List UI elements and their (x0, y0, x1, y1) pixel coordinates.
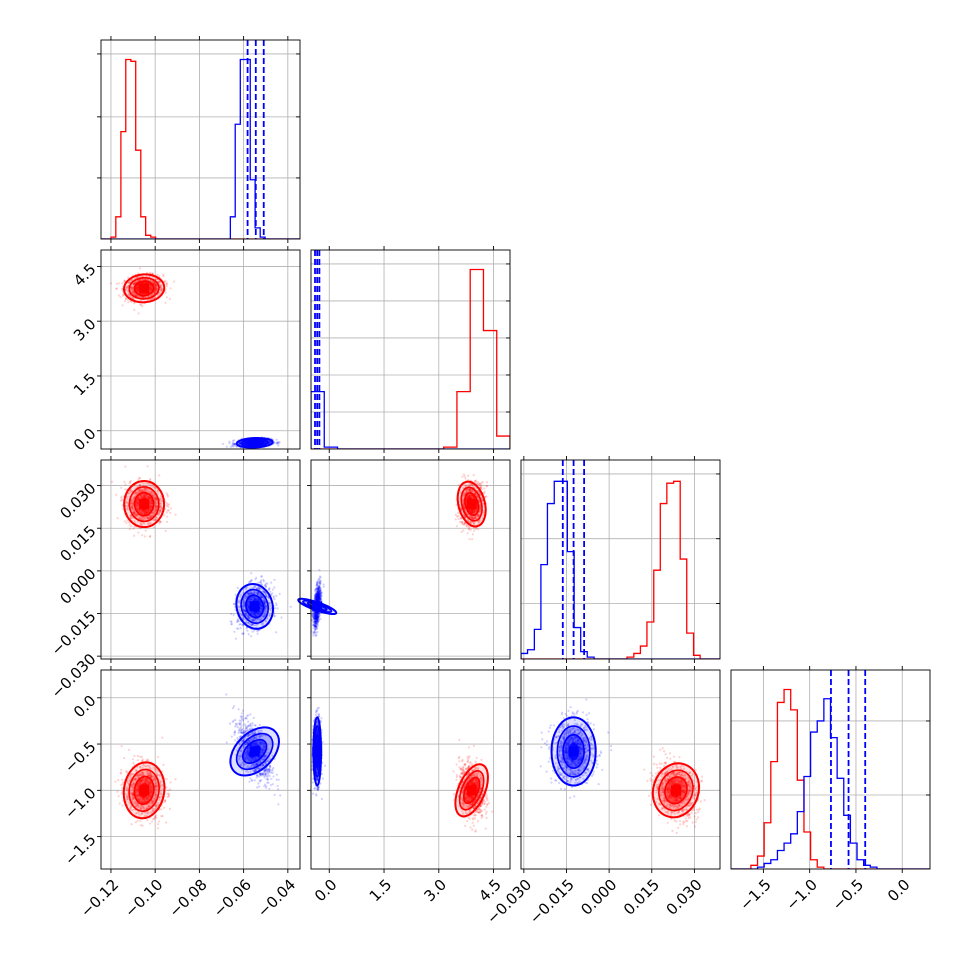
x-tick-label: 1.5 (366, 876, 396, 906)
panel-frame (310, 669, 511, 870)
density-peak (249, 601, 260, 612)
hist-red-p0 (101, 58, 300, 239)
y-tick-label: 0.000 (56, 565, 99, 608)
density-peak (466, 785, 477, 796)
x-tick-label: −0.015 (526, 876, 578, 928)
x-tick-label: −1.0 (782, 876, 820, 914)
density-peak (139, 499, 150, 510)
panel-frame (730, 669, 931, 870)
x-tick-label: −0.08 (165, 876, 210, 921)
hist-red-p1 (311, 268, 510, 449)
y-tick-label: −1.5 (61, 830, 99, 868)
density-peak (249, 746, 260, 757)
tick-layer (97, 36, 930, 873)
x-tick-label: −0.06 (210, 876, 255, 921)
x-tick-label: 0.0 (884, 876, 914, 906)
x-tick-label: −0.10 (121, 876, 166, 921)
histogram-layer (101, 40, 930, 869)
x-tick-label: 0.0 (311, 876, 341, 906)
density-peak (568, 746, 579, 757)
y-tick-label: −0.030 (48, 650, 100, 702)
x-tick-label: 0.015 (620, 876, 663, 919)
hist-blue-p0 (101, 58, 300, 239)
hist-blue-p1 (311, 390, 510, 449)
tick-label-layer: −0.12−0.10−0.08−0.06−0.04 0.0 1.5 3.0 4.5 −0.… (48, 260, 914, 927)
panel-frame (100, 249, 301, 450)
y-tick-label: 1.5 (70, 370, 100, 400)
panel-frame (310, 249, 511, 450)
y-tick-label: 0.015 (56, 522, 99, 565)
density-peak (312, 601, 323, 612)
x-tick-label: 0.000 (577, 876, 620, 919)
density-peak (139, 785, 150, 796)
panel-frame (100, 669, 301, 870)
x-tick-label: −0.12 (77, 876, 122, 921)
y-tick-label: −0.5 (61, 738, 99, 776)
frame-layer (100, 39, 931, 870)
density-peak (670, 785, 681, 796)
x-tick-label: −0.5 (829, 876, 867, 914)
density-peak (139, 283, 150, 294)
panel-frame (520, 669, 721, 870)
panel-frame (100, 459, 301, 660)
y-tick-label: 0.0 (70, 425, 100, 455)
y-tick-label: 3.0 (70, 315, 100, 345)
y-tick-label: 0.030 (56, 479, 99, 522)
grid-layer (101, 40, 930, 869)
y-tick-label: 4.5 (70, 260, 100, 290)
x-tick-label: 3.0 (421, 876, 451, 906)
hist-red-p2 (521, 480, 720, 659)
y-tick-label: −0.015 (48, 607, 100, 659)
panel-frame (520, 459, 721, 660)
density-peak (312, 746, 323, 757)
x-tick-label: −1.5 (736, 876, 774, 914)
contour-layer (122, 273, 701, 820)
hist-red-p3 (731, 688, 930, 869)
y-tick-label: −1.0 (61, 784, 99, 822)
panel-frame (310, 459, 511, 660)
panel-frame (100, 39, 301, 240)
density-peak (249, 437, 260, 448)
x-tick-label: 0.030 (663, 876, 706, 919)
y-tick-label: 0.0 (70, 692, 100, 722)
hist-blue-p2 (521, 480, 720, 659)
x-tick-label: −0.04 (254, 876, 299, 921)
density-peak (466, 499, 477, 510)
